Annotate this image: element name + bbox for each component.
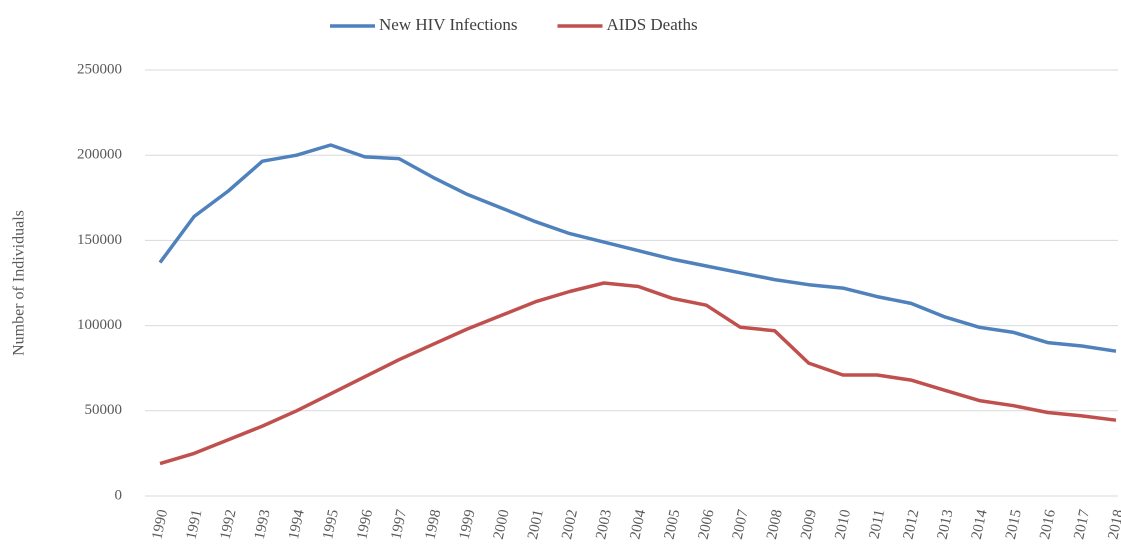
x-tick-label: 2008: [764, 508, 786, 541]
x-tick-label: 2004: [627, 508, 649, 541]
x-tick-label: 2009: [798, 508, 820, 541]
x-tick-label: 2000: [491, 508, 513, 541]
x-tick-label: 1994: [286, 508, 308, 541]
legend-label: New HIV Infections: [379, 15, 517, 34]
x-tick-label: 2003: [593, 508, 615, 541]
x-tick-label: 2011: [867, 508, 889, 540]
x-tick-label: 2018: [1105, 508, 1121, 541]
y-axis-label: Number of Individuals: [11, 210, 28, 356]
x-tick-label: 1997: [388, 508, 410, 541]
x-tick-label: 2012: [901, 508, 923, 541]
line-series: [159, 281, 1117, 466]
x-tick-label: 1992: [218, 508, 240, 541]
y-tick-label: 200000: [77, 147, 122, 163]
x-tick-label: 2013: [935, 508, 957, 541]
x-tick-label: 2010: [832, 508, 854, 541]
line-series: [158, 143, 1117, 353]
x-tick-label: 2005: [662, 508, 684, 541]
x-tick-label: 2015: [1003, 508, 1025, 541]
x-tick-label: 1990: [149, 508, 171, 541]
x-tick-label: 1995: [320, 508, 342, 541]
x-tick-label: 2017: [1071, 508, 1093, 541]
y-tick-label: 250000: [77, 61, 122, 77]
x-tick-label: 1996: [354, 508, 376, 541]
x-tick-label: 1991: [184, 508, 206, 541]
y-tick-label: 100000: [77, 317, 122, 333]
x-tick-label: 1998: [423, 508, 445, 541]
x-tick-label: 2006: [696, 508, 718, 541]
y-tick-label: 50000: [85, 402, 123, 418]
y-tick-label: 0: [115, 487, 123, 503]
x-tick-label: 2001: [525, 508, 547, 541]
x-tick-label: 2007: [730, 508, 752, 541]
y-tick-label: 150000: [77, 232, 122, 248]
x-tick-label: 2002: [559, 508, 581, 541]
x-tick-label: 1993: [252, 508, 274, 541]
x-tick-label: 2014: [969, 508, 991, 541]
legend-label: AIDS Deaths: [606, 15, 697, 34]
x-tick-label: 1999: [457, 508, 479, 541]
x-tick-label: 2016: [1037, 508, 1059, 541]
